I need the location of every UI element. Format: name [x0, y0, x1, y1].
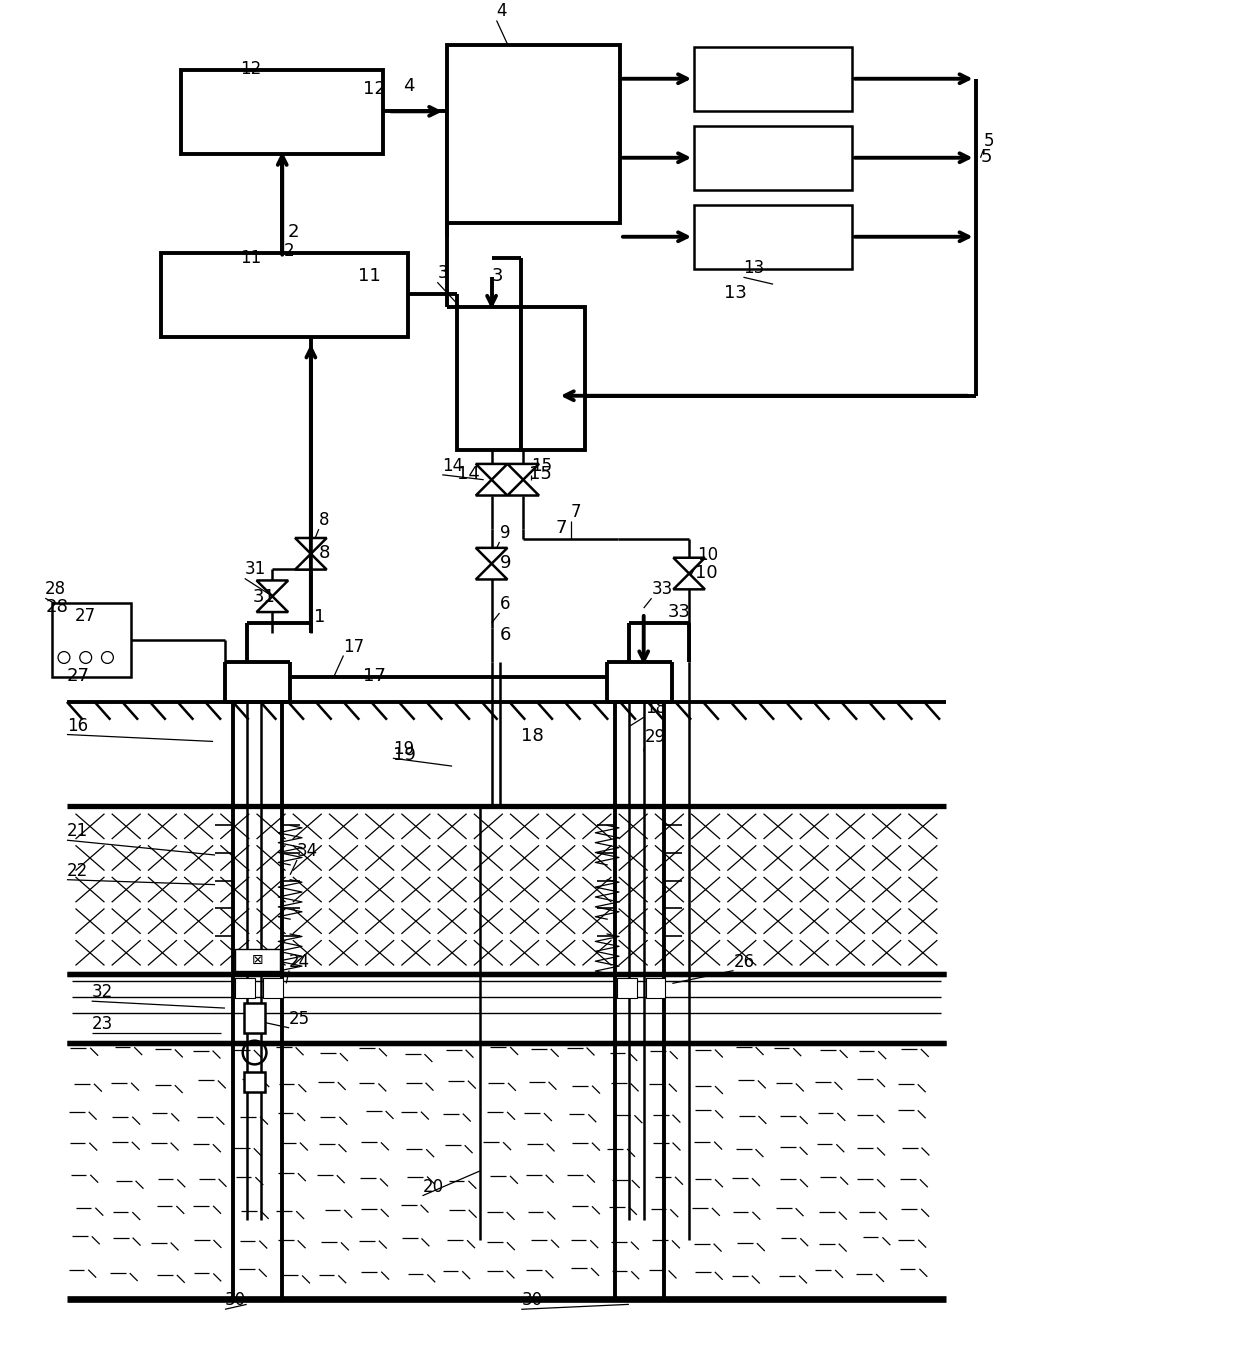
- Polygon shape: [476, 464, 507, 479]
- Text: 9: 9: [500, 553, 511, 572]
- Polygon shape: [257, 581, 288, 596]
- Polygon shape: [257, 596, 288, 612]
- Polygon shape: [476, 479, 507, 496]
- Text: 34: 34: [298, 841, 319, 861]
- Text: 18: 18: [521, 727, 544, 744]
- Text: 14: 14: [443, 456, 464, 475]
- Text: 32: 32: [92, 984, 113, 1001]
- Polygon shape: [295, 538, 326, 553]
- Text: 27: 27: [67, 668, 91, 686]
- Text: 27: 27: [74, 607, 95, 624]
- Bar: [694, 48, 852, 112]
- Text: 7: 7: [570, 503, 582, 522]
- Text: 24: 24: [289, 952, 310, 971]
- Text: 22: 22: [67, 862, 88, 880]
- Text: 10: 10: [697, 545, 718, 564]
- Text: 6: 6: [500, 596, 510, 613]
- Bar: [244, 1072, 265, 1091]
- Bar: [458, 307, 521, 449]
- Text: 33: 33: [667, 604, 691, 622]
- Text: 31: 31: [253, 589, 275, 607]
- Text: 14: 14: [458, 464, 480, 484]
- Text: 25: 25: [289, 1009, 310, 1027]
- Text: 15: 15: [529, 464, 552, 484]
- Polygon shape: [476, 564, 507, 579]
- Text: 18: 18: [645, 699, 666, 717]
- Text: 33: 33: [651, 581, 673, 598]
- Text: 4: 4: [496, 3, 507, 20]
- Text: 3: 3: [491, 268, 503, 285]
- Text: 6: 6: [500, 626, 511, 643]
- Text: 2: 2: [288, 223, 299, 240]
- Text: 16: 16: [67, 717, 88, 735]
- Text: 2: 2: [284, 243, 295, 261]
- Polygon shape: [507, 479, 539, 496]
- Text: 3: 3: [438, 264, 448, 283]
- Polygon shape: [507, 464, 539, 479]
- Text: 28: 28: [45, 581, 66, 598]
- Text: ⊠: ⊠: [252, 952, 263, 967]
- Text: 17: 17: [343, 638, 365, 656]
- Text: 10: 10: [696, 564, 718, 582]
- Text: 30: 30: [224, 1291, 246, 1309]
- Bar: [234, 949, 280, 971]
- Polygon shape: [295, 553, 326, 570]
- Bar: [646, 978, 666, 999]
- Bar: [618, 978, 637, 999]
- Text: 26: 26: [734, 952, 755, 971]
- Text: 17: 17: [363, 668, 386, 686]
- Bar: [521, 307, 585, 449]
- Polygon shape: [673, 574, 704, 589]
- Text: 20: 20: [423, 1177, 444, 1195]
- Text: 9: 9: [500, 525, 510, 542]
- Text: 28: 28: [45, 598, 68, 616]
- Text: 4: 4: [403, 76, 414, 94]
- Text: 11: 11: [358, 268, 381, 285]
- Text: 1: 1: [314, 608, 325, 626]
- Bar: [234, 978, 254, 999]
- Bar: [52, 604, 131, 678]
- Bar: [181, 70, 383, 154]
- Text: 8: 8: [319, 544, 330, 561]
- Bar: [694, 205, 852, 269]
- Text: 8: 8: [319, 511, 330, 529]
- Bar: [694, 126, 852, 190]
- Polygon shape: [673, 557, 704, 574]
- Text: 19: 19: [393, 746, 415, 765]
- Text: 12: 12: [363, 79, 386, 98]
- Polygon shape: [476, 548, 507, 564]
- Bar: [161, 253, 408, 336]
- Text: 30: 30: [521, 1291, 542, 1309]
- Text: 15: 15: [531, 456, 552, 475]
- Text: 12: 12: [239, 60, 262, 78]
- Text: 13: 13: [724, 284, 746, 302]
- Text: 11: 11: [239, 250, 262, 268]
- Text: 23: 23: [92, 1015, 113, 1033]
- Text: 31: 31: [244, 560, 265, 578]
- Bar: [263, 978, 283, 999]
- Text: 21: 21: [67, 822, 88, 840]
- Text: 7: 7: [556, 519, 568, 537]
- Text: 5: 5: [983, 133, 994, 150]
- Text: 5: 5: [981, 148, 992, 165]
- Text: 19: 19: [393, 740, 414, 758]
- Text: 29: 29: [645, 728, 666, 746]
- Text: 13: 13: [744, 260, 765, 277]
- Bar: [448, 45, 620, 223]
- Bar: [244, 1003, 265, 1033]
